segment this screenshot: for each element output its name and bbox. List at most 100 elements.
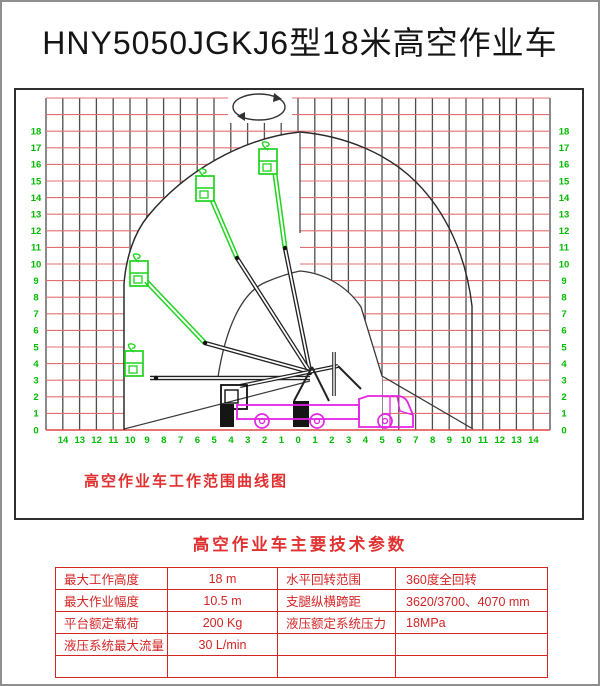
axis-tick-label: 10	[559, 259, 570, 270]
param-label-cell: 液压额定系统压力	[277, 611, 396, 634]
axis-tick-label: 9	[447, 435, 452, 446]
axis-tick-label: 13	[31, 210, 42, 221]
axis-tick-label: 3	[245, 435, 250, 446]
axis-tick-label: 8	[161, 435, 166, 446]
axis-tick-label: 8	[561, 293, 566, 304]
param-label-cell	[55, 655, 168, 678]
axis-tick-label: 10	[31, 259, 42, 270]
spec-table-title: 高空作业车主要技术参数	[192, 536, 408, 554]
axis-tick-label: 6	[33, 326, 38, 337]
param-label-cell: 最大作业幅度	[55, 589, 168, 612]
param-value-cell: 30 L/min	[167, 633, 278, 656]
param-label-cell	[277, 633, 396, 656]
param-label-cell: 平台额定载荷	[55, 611, 168, 634]
axis-tick-label: 13	[559, 210, 570, 221]
axis-tick-label: 12	[31, 226, 42, 237]
axis-tick-label: 14	[528, 435, 539, 446]
axis-tick-label: 10	[125, 435, 136, 446]
axis-tick-label: 0	[561, 425, 566, 436]
axis-tick-label: 12	[91, 435, 102, 446]
axis-tick-label: 16	[31, 160, 42, 171]
axis-tick-label: 14	[58, 435, 69, 446]
axis-tick-label: 0	[33, 425, 38, 436]
param-value-cell: 18 m	[167, 567, 278, 590]
axis-tick-label: 4	[363, 435, 369, 446]
axis-tick-label: 9	[561, 276, 566, 287]
axis-tick-label: 12	[559, 226, 570, 237]
axis-tick-label: 0	[296, 435, 301, 446]
axis-tick-label: 2	[33, 392, 38, 403]
axis-tick-label: 1	[312, 435, 318, 446]
param-value-cell	[395, 633, 548, 656]
axis-tick-label: 13	[511, 435, 522, 446]
axis-tick-label: 7	[561, 309, 566, 320]
param-value-cell: 10.5 m	[167, 589, 278, 612]
axis-tick-label: 9	[33, 276, 38, 287]
page-title: HNY5050JGKJ6型18米高空作业车	[42, 25, 558, 61]
axis-tick-label: 7	[178, 435, 183, 446]
axis-tick-label: 1	[561, 409, 567, 420]
axis-tick-label: 2	[561, 392, 566, 403]
axis-tick-label: 5	[561, 342, 567, 353]
spec-table: 最大工作高度 18 m 水平回转范围 360度全回转 最大作业幅度 10.5 m…	[55, 567, 548, 678]
rotation-ellipse	[228, 91, 292, 123]
axis-tick-label: 5	[380, 435, 386, 446]
param-value-cell: 200 Kg	[167, 611, 278, 634]
axis-tick-label: 6	[561, 326, 566, 337]
axis-tick-label: 4	[228, 435, 234, 446]
axis-tick-label: 11	[559, 243, 570, 254]
axis-tick-label: 13	[75, 435, 86, 446]
truck	[236, 395, 414, 429]
param-label-cell	[277, 655, 396, 678]
param-value-cell: 3620/3700、4070 mm	[395, 589, 548, 612]
axis-tick-label: 12	[495, 435, 506, 446]
param-value-cell	[395, 655, 548, 678]
axis-tick-label: 17	[559, 143, 570, 154]
axis-tick-label: 14	[559, 193, 570, 204]
table-row: 平台额定载荷 200 Kg 液压额定系统压力 18MPa	[55, 611, 548, 634]
axis-tick-label: 17	[31, 143, 42, 154]
axis-tick-label: 6	[195, 435, 200, 446]
axis-tick-label: 3	[561, 376, 566, 387]
working-range-diagram-box: 18 18 17 17 16 16 15 15 14 14 13 13 12 12 11 11 10 10 9 9 8 8…	[14, 88, 584, 520]
axis-tick-label: 2	[262, 435, 267, 446]
axis-tick-label: 4	[33, 359, 39, 370]
axis-tick-label: 15	[559, 176, 570, 187]
param-value-cell	[167, 655, 278, 678]
axis-tick-label: 5	[212, 435, 218, 446]
param-label-cell: 液压系统最大流量	[55, 633, 168, 656]
axis-tick-label: 11	[108, 435, 119, 446]
axis-tick-label: 3	[33, 376, 38, 387]
axis-tick-label: 16	[559, 160, 570, 171]
axis-tick-label: 18	[559, 127, 570, 138]
axis-tick-label: 6	[396, 435, 401, 446]
axis-tick-label: 9	[144, 435, 149, 446]
axis-tick-label: 2	[329, 435, 334, 446]
axis-tick-label: 7	[413, 435, 418, 446]
axis-tick-label: 14	[31, 193, 42, 204]
stowed-boom	[220, 352, 362, 427]
axis-tick-label: 11	[478, 435, 489, 446]
param-label-cell: 最大工作高度	[55, 567, 168, 590]
param-label-cell: 水平回转范围	[277, 567, 396, 590]
axis-tick-label: 10	[461, 435, 472, 446]
axis-tick-label: 8	[430, 435, 435, 446]
axis-tick-label: 4	[561, 359, 567, 370]
axis-tick-label: 11	[31, 243, 42, 254]
axis-tick-label: 5	[33, 342, 39, 353]
axis-tick-label: 18	[31, 127, 42, 138]
table-row: 最大作业幅度 10.5 m 支腿纵横跨距 3620/3700、4070 mm	[55, 589, 548, 612]
param-label-cell: 支腿纵横跨距	[277, 589, 396, 612]
axis-tick-label: 1	[279, 435, 285, 446]
table-row: 最大工作高度 18 m 水平回转范围 360度全回转	[55, 567, 548, 590]
axis-tick-label: 15	[31, 176, 42, 187]
diagram-caption: 高空作业车工作范围曲线图	[84, 473, 289, 490]
axis-tick-label: 1	[33, 409, 39, 420]
axis-tick-label: 7	[33, 309, 38, 320]
axis-tick-label: 3	[346, 435, 351, 446]
axis-tick-label: 8	[33, 293, 38, 304]
table-row	[55, 655, 548, 678]
